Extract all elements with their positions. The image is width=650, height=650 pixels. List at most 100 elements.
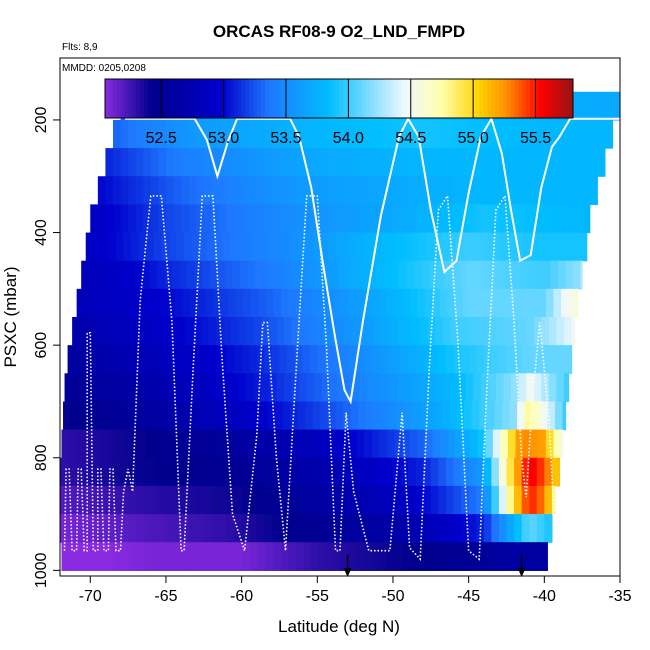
heatmap-cell — [138, 232, 147, 262]
heatmap-cell — [93, 401, 102, 431]
heatmap-cell — [320, 401, 329, 431]
heatmap-cell — [305, 232, 314, 262]
heatmap-cell — [408, 204, 417, 234]
colorbar-swatch — [397, 79, 402, 118]
heatmap-cell — [173, 119, 182, 149]
heatmap-cell — [557, 260, 567, 290]
heatmap-cell — [234, 176, 243, 205]
heatmap-cell — [158, 485, 167, 515]
heatmap-cell — [491, 485, 500, 515]
heatmap-cell — [498, 176, 508, 205]
colorbar-swatch — [245, 79, 250, 118]
heatmap-cell — [448, 401, 458, 431]
heatmap-cell — [150, 176, 159, 205]
heatmap-cell — [109, 373, 119, 403]
heatmap-cell — [476, 457, 485, 487]
heatmap-cell — [246, 373, 255, 403]
heatmap-cell — [453, 176, 462, 205]
heatmap-cell — [438, 514, 447, 543]
heatmap-cell — [297, 401, 306, 431]
heatmap-cell — [271, 485, 281, 515]
heatmap-cell — [523, 542, 532, 571]
heatmap-cell — [560, 288, 570, 318]
colorbar-swatch — [358, 79, 363, 118]
heatmap-cell — [116, 401, 125, 431]
heatmap-cell — [544, 514, 553, 543]
heatmap-cell — [589, 176, 598, 205]
heatmap-cell — [597, 148, 606, 177]
heatmap-cell — [105, 176, 114, 205]
heatmap-cell — [385, 514, 394, 543]
heatmap-cell — [495, 373, 505, 403]
heatmap-cell — [506, 345, 515, 374]
colorbar-swatch — [261, 79, 266, 118]
heatmap-cell — [536, 204, 545, 234]
heatmap-cell — [228, 288, 237, 318]
heatmap-cell — [453, 457, 462, 487]
heatmap-cell — [559, 119, 568, 149]
heatmap-cell — [423, 485, 432, 515]
heatmap-cell — [312, 232, 321, 262]
dates-label: MMDD: 0205,0208 — [62, 63, 146, 74]
heatmap-cell — [208, 373, 217, 403]
heatmap-cell — [265, 288, 275, 318]
heatmap-cell — [445, 148, 455, 177]
heatmap-cell — [276, 317, 285, 346]
colorbar-swatch — [452, 79, 457, 118]
heatmap-cell — [70, 401, 79, 431]
heatmap-cell — [379, 288, 388, 318]
colorbar-swatch — [140, 79, 145, 118]
heatmap-cell — [521, 148, 530, 177]
heatmap-cells — [60, 91, 620, 571]
heatmap-cell — [520, 260, 529, 290]
heatmap-cell — [128, 204, 137, 234]
heatmap-cell — [536, 119, 545, 149]
colorbar-swatch — [530, 79, 535, 118]
heatmap-cell — [442, 373, 452, 403]
heatmap-cell — [229, 401, 238, 431]
heatmap-cell — [284, 373, 293, 403]
heatmap-cell — [370, 345, 379, 374]
heatmap-cell — [206, 401, 215, 431]
colorbar-swatch — [186, 79, 192, 118]
heatmap-cell — [181, 345, 190, 374]
heatmap-cell — [97, 176, 107, 205]
heatmap-cell — [385, 119, 394, 149]
heatmap-cell — [302, 204, 311, 234]
heatmap-cell — [91, 288, 100, 318]
heatmap-cell — [241, 204, 250, 234]
heatmap-cell — [467, 260, 476, 290]
heatmap-cell — [241, 345, 250, 374]
heatmap-cell — [527, 260, 536, 290]
heatmap-cell — [102, 373, 111, 403]
heatmap-cell — [367, 373, 376, 403]
heatmap-cell — [362, 514, 371, 543]
heatmap-cell — [294, 457, 303, 487]
heatmap-cell — [468, 148, 477, 177]
heatmap-cell — [203, 485, 212, 515]
heatmap-cell — [82, 514, 91, 543]
heatmap-cell — [412, 373, 421, 403]
heatmap-cell — [476, 148, 485, 177]
heatmap-cell — [430, 204, 439, 234]
heatmap-cell — [541, 373, 550, 403]
heatmap-cell — [438, 457, 447, 487]
heatmap-cell — [358, 232, 367, 262]
heatmap-cell — [324, 176, 334, 205]
heatmap-cell — [530, 542, 539, 571]
heatmap-cell — [424, 288, 433, 318]
heatmap-cell — [150, 204, 159, 234]
heatmap-cell — [529, 176, 538, 205]
heatmap-cell — [411, 401, 420, 431]
heatmap-cell — [574, 148, 583, 177]
colorbar-swatch — [385, 79, 391, 118]
heatmap-cell — [234, 204, 243, 234]
heatmap-cell — [350, 401, 359, 431]
heatmap-cell — [521, 485, 530, 515]
heatmap-cell — [498, 345, 508, 374]
heatmap-cell — [112, 148, 122, 177]
colorbar-swatch — [491, 79, 496, 118]
heatmap-cell — [347, 204, 356, 234]
heatmap-cell — [179, 260, 188, 290]
colorbar-swatch — [163, 79, 168, 118]
